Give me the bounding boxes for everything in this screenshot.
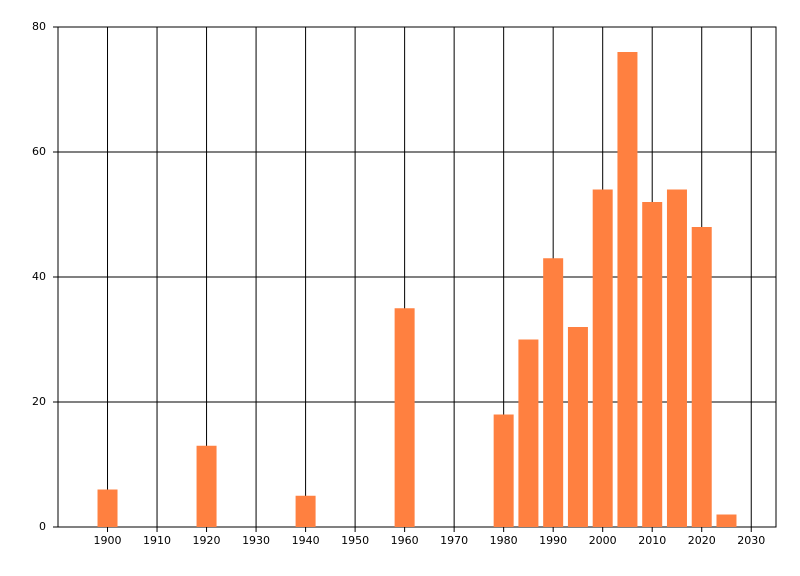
- x-tick-label: 1970: [440, 534, 468, 547]
- bar: [543, 258, 564, 527]
- bar: [493, 414, 514, 527]
- bar: [691, 227, 712, 527]
- x-tick-label: 1930: [242, 534, 270, 547]
- y-tick-label: 60: [32, 145, 46, 158]
- bar: [394, 308, 415, 527]
- y-tick-label: 80: [32, 20, 46, 33]
- bar: [97, 489, 118, 527]
- x-tick-label: 1910: [143, 534, 171, 547]
- x-tick-label: 1900: [94, 534, 122, 547]
- x-tick-label: 1960: [391, 534, 419, 547]
- bar: [716, 514, 737, 527]
- bar: [196, 445, 217, 527]
- x-tick-label: 2030: [737, 534, 765, 547]
- x-tick-label: 1990: [539, 534, 567, 547]
- x-tick-label: 1950: [341, 534, 369, 547]
- x-tick-label: 2020: [688, 534, 716, 547]
- x-tick-label: 2010: [638, 534, 666, 547]
- bar: [295, 495, 316, 527]
- x-tick-label: 1940: [292, 534, 320, 547]
- bar: [666, 189, 687, 527]
- bar: [642, 202, 663, 527]
- bar: [617, 52, 638, 527]
- x-tick-label: 1980: [490, 534, 518, 547]
- y-tick-label: 40: [32, 270, 46, 283]
- x-tick-label: 1920: [193, 534, 221, 547]
- bar: [592, 189, 613, 527]
- x-tick-label: 2000: [589, 534, 617, 547]
- bar: [567, 327, 588, 527]
- y-tick-label: 0: [39, 520, 46, 533]
- y-tick-label: 20: [32, 395, 46, 408]
- bar: [518, 339, 539, 527]
